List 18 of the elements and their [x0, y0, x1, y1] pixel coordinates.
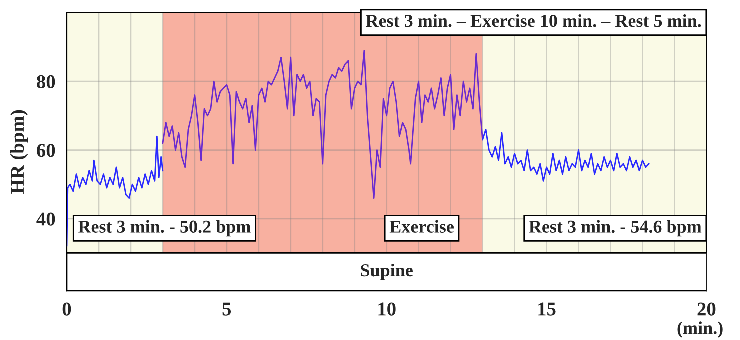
annotation: Rest 3 min. - 50.2 bpm [78, 220, 251, 237]
x-tick-label: 0 [62, 302, 72, 316]
y-tick-label: 40 [36, 212, 56, 226]
x-tick-label: 5 [222, 302, 232, 316]
annotation: Supine [361, 264, 413, 280]
line-series [482, 128, 650, 182]
chart-title: Rest 3 min. – Exercise 10 min. – Rest 5 min. [366, 14, 702, 28]
annotation: Rest 3 min. - 54.6 bpm [529, 220, 702, 237]
x-tick-label: 15 [538, 302, 556, 316]
y-tick-label: 80 [37, 75, 56, 89]
line-series [162, 50, 484, 200]
annotation: Exercise [390, 220, 454, 233]
y-axis-title: HR (bpm) [10, 110, 28, 194]
line-series [66, 136, 164, 248]
x-tick-label: 10 [378, 302, 396, 316]
x-axis-title: (min.) [678, 322, 723, 338]
x-tick-label: 20 [698, 302, 716, 316]
y-tick-label: 60 [37, 144, 56, 158]
